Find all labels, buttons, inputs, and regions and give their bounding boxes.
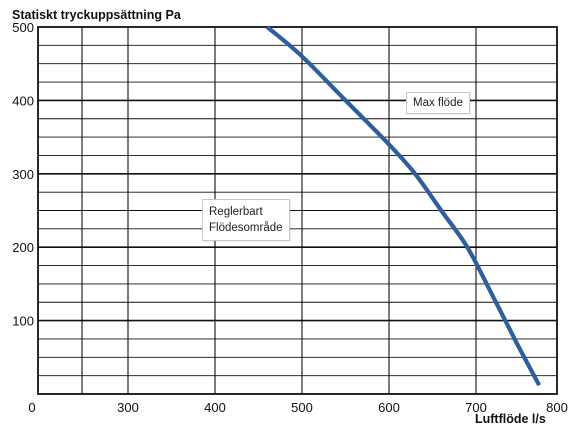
adjustable-range-label-2: Flödesområde <box>209 222 283 234</box>
adjustable-range-label-1: Reglerbart <box>209 206 263 218</box>
series <box>265 25 542 387</box>
y-tick-label: 400 <box>12 93 34 108</box>
y-tick-label: 500 <box>12 20 34 35</box>
x-tick-label: 400 <box>204 400 226 415</box>
y-tick-labels: 100 200 300 400 500 <box>12 20 34 329</box>
x-tick-label: 500 <box>291 400 313 415</box>
adjustable-range-annotation: Reglerbart Flödesområde <box>202 199 290 241</box>
max-flow-label: Max flöde <box>413 97 463 109</box>
y-tick-label: 200 <box>12 240 34 255</box>
x-tick-label: 800 <box>546 400 568 415</box>
grid <box>37 26 558 395</box>
x-tick-label: 600 <box>378 400 400 415</box>
plot-frame <box>37 26 558 395</box>
series-line <box>265 25 542 387</box>
max-flow-annotation: Max flöde <box>406 92 470 114</box>
y-tick-label: 100 <box>12 314 34 329</box>
y-tick-label: 300 <box>12 167 34 182</box>
x-tick-label: 300 <box>117 400 139 415</box>
x-tick-label: 700 <box>465 400 487 415</box>
x-axis-label: Luftflöde l/s <box>475 412 546 426</box>
y-axis-label: Statiskt tryckuppsättning Pa <box>12 8 181 22</box>
x-tick-labels: 0 300 400 500 600 700 800 <box>28 400 567 415</box>
x-tick-label: 0 <box>28 400 35 415</box>
